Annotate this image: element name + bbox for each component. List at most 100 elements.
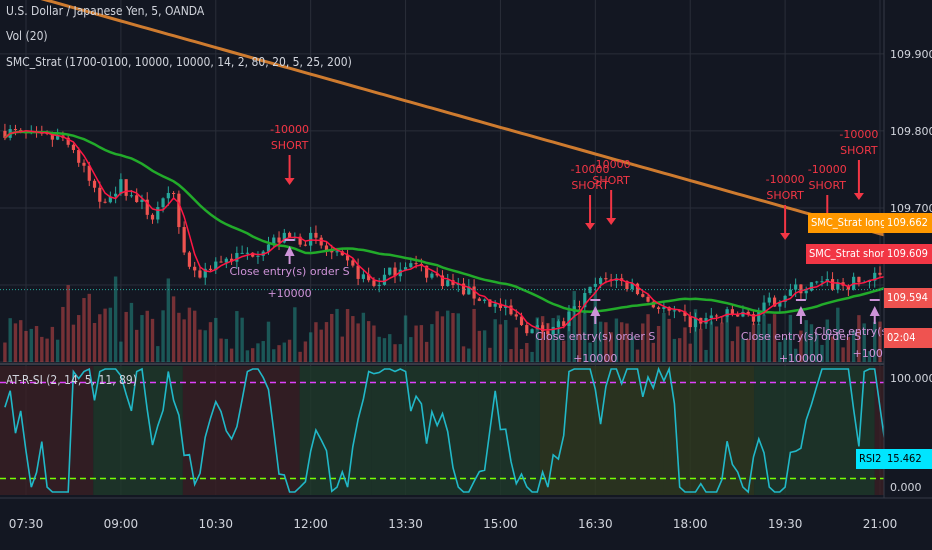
candle-body	[778, 301, 782, 307]
volume-bar	[562, 340, 566, 362]
volume-bar	[245, 350, 250, 362]
signal-qty-label: -10000	[839, 128, 878, 141]
volume-bar	[577, 309, 582, 362]
candle-body	[672, 310, 677, 312]
candle-body	[92, 180, 97, 188]
volume-bar	[604, 322, 608, 362]
volume-bar	[746, 338, 750, 362]
candle-body	[382, 274, 387, 285]
signal-side-label: SHORT	[840, 144, 878, 157]
candle-body	[298, 236, 302, 245]
volume-bar	[788, 314, 793, 362]
volume-bar	[40, 336, 44, 362]
candle-body	[451, 280, 455, 285]
candle-body	[335, 251, 339, 253]
candle-body	[245, 252, 250, 254]
candle-body	[688, 315, 692, 328]
candle-body	[356, 265, 360, 279]
last-price-tag: 109.594	[884, 288, 932, 308]
close-qty-label: +10000	[267, 287, 311, 300]
volume-bar	[203, 330, 207, 362]
candle-body	[741, 311, 745, 317]
volume-bar	[662, 312, 666, 362]
candle-body	[98, 187, 102, 202]
candle-body	[567, 311, 571, 327]
volume-bar	[446, 310, 450, 362]
price-tick-label: 109.900	[890, 48, 932, 61]
candle-body	[393, 267, 397, 277]
volume-bar	[124, 311, 128, 362]
symbol-title: U.S. Dollar / Japanese Yen, 5, OANDA	[6, 4, 205, 18]
volume-bar	[525, 342, 529, 362]
candle-body	[156, 207, 160, 220]
volume-bar	[356, 323, 360, 362]
volume-bar	[482, 330, 487, 362]
ma-short-line	[4, 129, 907, 331]
volume-bar	[630, 336, 634, 362]
volume-bar	[783, 338, 787, 362]
close-qty-label: +10000	[779, 352, 823, 365]
time-tick-label: 21:00	[863, 517, 898, 531]
candle-body	[746, 311, 750, 315]
volume-bar	[609, 332, 613, 362]
volume-bar	[319, 329, 323, 362]
volume-bar	[714, 326, 719, 362]
volume-bar	[530, 351, 534, 362]
candle-body	[641, 294, 645, 297]
volume-bar	[187, 307, 192, 362]
volume-bar	[514, 327, 518, 362]
volume-bar	[24, 330, 28, 362]
volume-bar	[140, 315, 144, 362]
volume-bar	[472, 308, 476, 362]
volume-bar	[214, 317, 218, 362]
candle-body	[198, 270, 202, 278]
volume-bar	[287, 339, 292, 362]
candle-body	[783, 295, 787, 302]
volume-bar	[92, 322, 97, 362]
signal-qty-label: -10000	[270, 123, 309, 136]
volume-bar	[55, 339, 60, 362]
volume-bar	[683, 327, 687, 362]
candle-body	[551, 327, 555, 335]
candle-body	[604, 278, 608, 280]
candle-body	[435, 273, 439, 276]
rsi-zone	[539, 366, 664, 495]
candle-body	[825, 279, 829, 282]
candle-body	[324, 245, 329, 251]
candle-body	[330, 250, 334, 253]
candle-body	[630, 283, 634, 290]
volume-bar	[635, 349, 640, 362]
volume-bar	[509, 349, 513, 362]
candle-body	[751, 314, 756, 322]
rsi-name-tag: RSI2	[856, 449, 884, 469]
ma-200-line	[40, 0, 907, 243]
price-tick-label: 109.700	[890, 202, 932, 215]
volume-bar	[192, 310, 197, 362]
volume-bar	[672, 338, 677, 362]
volume-bar	[546, 323, 550, 362]
volume-bar	[567, 307, 571, 362]
signal-arrow-head	[284, 178, 295, 185]
candle-body	[799, 284, 803, 294]
volume-bar	[13, 323, 18, 362]
candle-body	[815, 281, 819, 283]
volume-bar	[493, 319, 497, 362]
volume-bar	[98, 314, 102, 362]
volume-bar	[456, 313, 460, 362]
candle-body	[788, 289, 792, 296]
candle-body	[3, 130, 7, 138]
volume-bar	[235, 311, 239, 362]
volume-bar	[651, 342, 656, 362]
volume-bar	[730, 341, 735, 362]
volume-bar	[762, 314, 766, 362]
candle-body	[498, 303, 503, 308]
volume-bar	[282, 342, 287, 362]
rsi-zone	[754, 366, 875, 495]
candle-body	[588, 286, 592, 294]
candle-body	[736, 314, 740, 317]
candle-body	[757, 311, 761, 322]
volume-bar	[224, 338, 229, 362]
volume-bar	[677, 338, 682, 362]
volume-bar	[108, 307, 113, 362]
